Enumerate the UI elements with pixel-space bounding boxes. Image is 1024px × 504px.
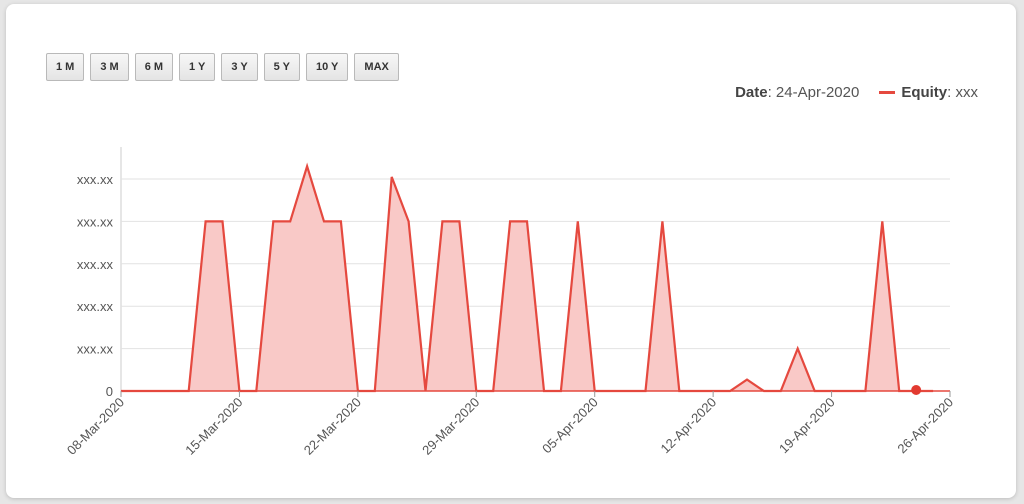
range-button-10y[interactable]: 10 Y (305, 53, 349, 81)
x-tick-label: 19-Apr-2020 (776, 395, 838, 457)
tooltip-date-label: Date (735, 84, 768, 101)
range-button-5y[interactable]: 5 Y (263, 53, 300, 81)
tooltip-legend: Date: 24-Apr-2020 Equity: xxx (735, 84, 978, 101)
range-button-1m[interactable]: 1 M (46, 53, 85, 81)
x-tick-label: 12-Apr-2020 (658, 395, 720, 457)
x-tick-label: 05-Apr-2020 (539, 395, 601, 457)
y-tick-label: xxx.xx (77, 299, 114, 314)
range-button-max[interactable]: MAX (354, 53, 399, 81)
tooltip-date-value: 24-Apr-2020 (775, 84, 860, 101)
range-button-6m[interactable]: 6 M (134, 53, 174, 81)
x-tick-label: 26-Apr-2020 (894, 395, 956, 457)
y-tick-label: xxx.xx (77, 257, 114, 272)
range-button-3m[interactable]: 3 M (90, 53, 129, 81)
highlighted-point (911, 385, 922, 395)
tooltip-series-label: Equity (901, 84, 948, 101)
x-tick-label: 22-Mar-2020 (301, 395, 364, 458)
range-button-3y[interactable]: 3 Y (221, 53, 258, 81)
y-tick-label: 0 (106, 384, 113, 399)
equity-legend-swatch (879, 91, 896, 94)
x-tick-label: 08-Mar-2020 (64, 395, 127, 458)
range-selector: 1 M 3 M 6 M 1 Y 3 Y 5 Y 10 Y MAX (46, 53, 399, 81)
x-tick-label: 29-Mar-2020 (419, 395, 482, 458)
y-tick-label: xxx.xx (77, 342, 114, 357)
series-area (121, 166, 934, 391)
y-tick-label: xxx.xx (77, 214, 114, 229)
x-tick-label: 15-Mar-2020 (182, 395, 245, 458)
tooltip-series-value: xxx (955, 84, 979, 101)
range-button-1y[interactable]: 1 Y (179, 53, 216, 81)
y-tick-label: xxx.xx (77, 172, 114, 187)
